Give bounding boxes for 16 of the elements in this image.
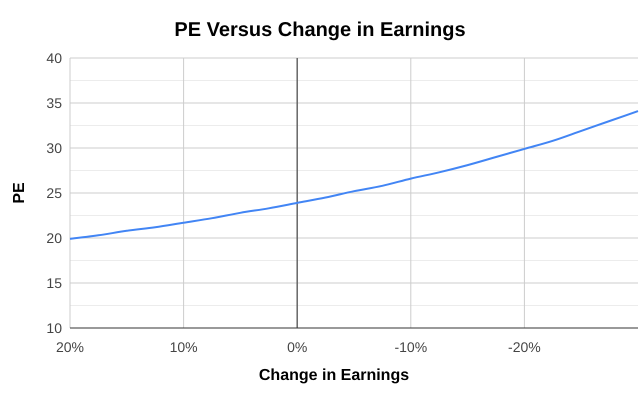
y-axis-title: PE (11, 182, 28, 204)
y-tick-label: 30 (46, 140, 62, 156)
x-tick-label: -20% (508, 339, 541, 355)
y-tick-label: 35 (46, 94, 62, 111)
y-tick-label: 40 (46, 50, 62, 66)
y-tick-label: 15 (46, 274, 62, 291)
y-tick-label: 20 (46, 230, 62, 246)
line-series (69, 110, 639, 240)
chart-title: PE Versus Change in Earnings (174, 19, 466, 41)
y-tick-label: 25 (46, 184, 62, 201)
x-tick-label: 20% (56, 339, 84, 355)
x-tick-label: 0% (287, 339, 308, 355)
x-tick-label: -10% (394, 339, 428, 355)
x-tick-label: 10% (170, 339, 198, 355)
y-tick-label: 10 (46, 320, 62, 336)
x-axis-title: Change in Earnings (258, 367, 410, 384)
